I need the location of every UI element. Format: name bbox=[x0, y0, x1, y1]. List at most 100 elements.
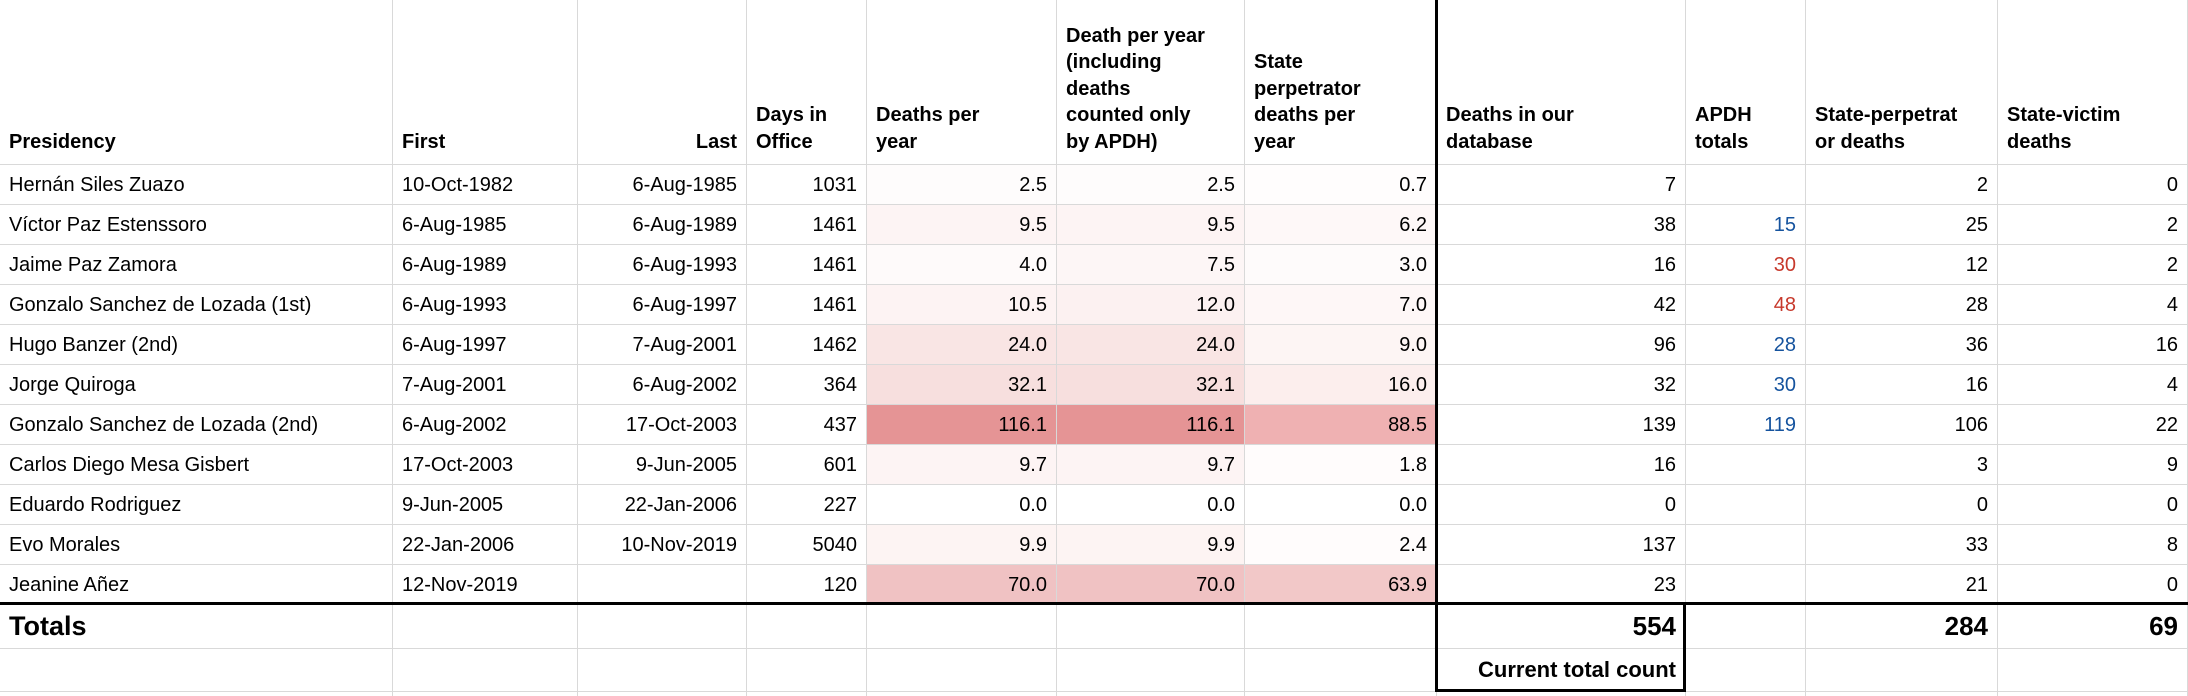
cell-deaths-per-year[interactable]: 9.5 bbox=[867, 205, 1057, 245]
cell-apdh-totals[interactable] bbox=[1686, 445, 1806, 485]
cell-deaths-per-year-incl-apdh[interactable] bbox=[1057, 649, 1245, 692]
cell-deaths-in-our-database[interactable]: 42 bbox=[1437, 285, 1686, 325]
header-days-in-office[interactable]: Days in Office bbox=[747, 0, 867, 165]
cell-days-in-office[interactable]: 601 bbox=[747, 445, 867, 485]
cell-apdh-totals[interactable]: 28 bbox=[1686, 325, 1806, 365]
cell-apdh-totals[interactable]: 30 bbox=[1686, 365, 1806, 405]
cell-presidency[interactable]: Gonzalo Sanchez de Lozada (1st) bbox=[0, 285, 393, 325]
header-deaths-in-our-database[interactable]: Deaths in our database bbox=[1437, 0, 1686, 165]
cell-state-perpetrator-deaths[interactable]: 284 bbox=[1806, 605, 1998, 649]
cell-state-victim-deaths[interactable] bbox=[1998, 692, 2188, 696]
cell-state-victim-deaths[interactable]: 0 bbox=[1998, 165, 2188, 205]
cell-state-perpetrator-deaths-per-year[interactable]: 16.0 bbox=[1245, 365, 1437, 405]
cell-apdh-totals[interactable]: 15 bbox=[1686, 205, 1806, 245]
cell-deaths-per-year-incl-apdh[interactable]: 9.9 bbox=[1057, 525, 1245, 565]
cell-state-victim-deaths[interactable]: 8 bbox=[1998, 525, 2188, 565]
cell-last[interactable] bbox=[578, 605, 747, 649]
cell-state-perpetrator-deaths-per-year[interactable]: 7.0 bbox=[1245, 285, 1437, 325]
header-deaths-per-year-incl-apdh[interactable]: Death per year (including deaths counted… bbox=[1057, 0, 1245, 165]
cell-state-victim-deaths[interactable]: 2 bbox=[1998, 205, 2188, 245]
header-deaths-per-year[interactable]: Deaths per year bbox=[867, 0, 1057, 165]
cell-last[interactable]: 22-Jan-2006 bbox=[578, 485, 747, 525]
cell-deaths-in-our-database[interactable]: 0 bbox=[1437, 485, 1686, 525]
cell-deaths-per-year-incl-apdh[interactable]: 9.7 bbox=[1057, 445, 1245, 485]
cell-presidency[interactable] bbox=[0, 649, 393, 692]
cell-deaths-in-our-database[interactable]: 16 bbox=[1437, 445, 1686, 485]
cell-presidency[interactable]: Gonzalo Sanchez de Lozada (2nd) bbox=[0, 405, 393, 445]
cell-last[interactable]: 6-Aug-2002 bbox=[578, 365, 747, 405]
cell-state-perpetrator-deaths[interactable]: 3 bbox=[1806, 445, 1998, 485]
cell-state-perpetrator-deaths[interactable] bbox=[1806, 692, 1998, 696]
cell-state-perpetrator-deaths-per-year[interactable]: 3.0 bbox=[1245, 245, 1437, 285]
cell-deaths-per-year-incl-apdh[interactable]: 0.0 bbox=[1057, 485, 1245, 525]
cell-deaths-per-year[interactable]: 24.0 bbox=[867, 325, 1057, 365]
cell-deaths-per-year-incl-apdh[interactable]: 9.5 bbox=[1057, 205, 1245, 245]
cell-presidency[interactable]: Totals bbox=[0, 605, 393, 649]
cell-state-perpetrator-deaths-per-year[interactable]: 1.8 bbox=[1245, 445, 1437, 485]
cell-deaths-per-year[interactable]: 10.5 bbox=[867, 285, 1057, 325]
header-state-perpetrator-deaths[interactable]: State-perpetrat or deaths bbox=[1806, 0, 1998, 165]
cell-deaths-per-year-incl-apdh[interactable]: 12.0 bbox=[1057, 285, 1245, 325]
header-first[interactable]: First bbox=[393, 0, 578, 165]
cell-apdh-totals[interactable] bbox=[1686, 692, 1806, 696]
cell-presidency[interactable]: Jaime Paz Zamora bbox=[0, 245, 393, 285]
cell-presidency[interactable]: Hugo Banzer (2nd) bbox=[0, 325, 393, 365]
cell-deaths-per-year-incl-apdh[interactable]: 24.0 bbox=[1057, 325, 1245, 365]
cell-first[interactable]: 9-Jun-2005 bbox=[393, 485, 578, 525]
cell-first[interactable] bbox=[393, 692, 578, 696]
cell-state-perpetrator-deaths[interactable]: 25 bbox=[1806, 205, 1998, 245]
cell-days-in-office[interactable]: 1461 bbox=[747, 285, 867, 325]
cell-last[interactable]: 6-Aug-1997 bbox=[578, 285, 747, 325]
cell-presidency[interactable]: Jorge Quiroga bbox=[0, 365, 393, 405]
cell-days-in-office[interactable] bbox=[747, 649, 867, 692]
cell-presidency[interactable]: Jeanine Añez bbox=[0, 565, 393, 605]
cell-last[interactable]: 10-Nov-2019 bbox=[578, 525, 747, 565]
cell-state-victim-deaths[interactable]: 0 bbox=[1998, 565, 2188, 605]
cell-days-in-office[interactable]: 1031 bbox=[747, 165, 867, 205]
cell-apdh-totals[interactable]: 48 bbox=[1686, 285, 1806, 325]
cell-presidency[interactable]: Evo Morales bbox=[0, 525, 393, 565]
cell-first[interactable]: 6-Aug-1997 bbox=[393, 325, 578, 365]
cell-first[interactable]: 17-Oct-2003 bbox=[393, 445, 578, 485]
cell-days-in-office[interactable]: 120 bbox=[747, 565, 867, 605]
cell-state-perpetrator-deaths[interactable]: 28 bbox=[1806, 285, 1998, 325]
cell-deaths-per-year[interactable]: 116.1 bbox=[867, 405, 1057, 445]
cell-deaths-in-our-database[interactable]: Current total count bbox=[1437, 649, 1686, 692]
cell-first[interactable]: 6-Aug-2002 bbox=[393, 405, 578, 445]
cell-apdh-totals[interactable]: 30 bbox=[1686, 245, 1806, 285]
cell-first[interactable] bbox=[393, 649, 578, 692]
cell-days-in-office[interactable]: 5040 bbox=[747, 525, 867, 565]
cell-apdh-totals[interactable] bbox=[1686, 649, 1806, 692]
cell-deaths-per-year[interactable]: 2.5 bbox=[867, 165, 1057, 205]
cell-state-perpetrator-deaths-per-year[interactable]: 0.7 bbox=[1245, 165, 1437, 205]
cell-deaths-per-year[interactable]: 4.0 bbox=[867, 245, 1057, 285]
cell-deaths-in-our-database[interactable]: 32 bbox=[1437, 365, 1686, 405]
header-last[interactable]: Last bbox=[578, 0, 747, 165]
cell-deaths-per-year[interactable]: 9.9 bbox=[867, 525, 1057, 565]
cell-first[interactable]: 10-Oct-1982 bbox=[393, 165, 578, 205]
cell-days-in-office[interactable]: 1461 bbox=[747, 245, 867, 285]
cell-days-in-office[interactable]: 364 bbox=[747, 365, 867, 405]
cell-days-in-office[interactable] bbox=[747, 605, 867, 649]
cell-days-in-office[interactable]: 1461 bbox=[747, 205, 867, 245]
cell-apdh-totals[interactable] bbox=[1686, 525, 1806, 565]
cell-state-victim-deaths[interactable]: 69 bbox=[1998, 605, 2188, 649]
cell-deaths-in-our-database[interactable]: 16 bbox=[1437, 245, 1686, 285]
cell-days-in-office[interactable]: 227 bbox=[747, 485, 867, 525]
cell-state-perpetrator-deaths[interactable]: 21 bbox=[1806, 565, 1998, 605]
header-apdh-totals[interactable]: APDH totals bbox=[1686, 0, 1806, 165]
cell-deaths-in-our-database[interactable]: 139 bbox=[1437, 405, 1686, 445]
cell-apdh-totals[interactable] bbox=[1686, 165, 1806, 205]
cell-deaths-in-our-database[interactable]: 554 bbox=[1437, 605, 1686, 649]
header-state-victim-deaths[interactable]: State-victim deaths bbox=[1998, 0, 2188, 165]
cell-deaths-in-our-database[interactable]: 23 bbox=[1437, 565, 1686, 605]
cell-deaths-per-year-incl-apdh[interactable]: 2.5 bbox=[1057, 165, 1245, 205]
cell-state-perpetrator-deaths[interactable] bbox=[1806, 649, 1998, 692]
cell-deaths-per-year[interactable]: 9.7 bbox=[867, 445, 1057, 485]
cell-days-in-office[interactable]: 437 bbox=[747, 405, 867, 445]
cell-first[interactable]: 7-Aug-2001 bbox=[393, 365, 578, 405]
cell-first[interactable]: 6-Aug-1989 bbox=[393, 245, 578, 285]
cell-state-victim-deaths[interactable] bbox=[1998, 649, 2188, 692]
cell-presidency[interactable]: Carlos Diego Mesa Gisbert bbox=[0, 445, 393, 485]
cell-last[interactable] bbox=[578, 649, 747, 692]
